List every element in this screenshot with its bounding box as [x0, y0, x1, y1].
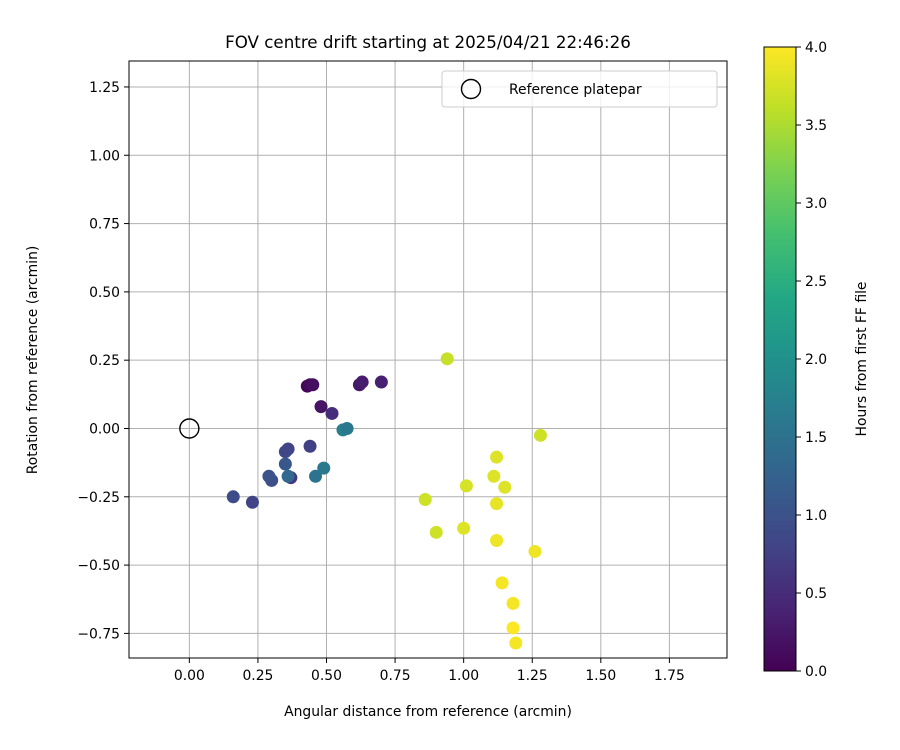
data-point [306, 378, 320, 392]
data-point [490, 450, 504, 464]
reference-platepar-marker [179, 418, 200, 439]
y-tick-label: 1.00 [89, 148, 120, 164]
y-tick-label: 0.25 [89, 353, 120, 369]
legend-box [441, 70, 718, 108]
y-axis-ticks: −0.75 −0.50 −0.25 0.00 0.25 0.50 0.75 1.00 1.25 [77, 80, 129, 642]
data-point [317, 461, 331, 475]
colorbar-gradient [763, 46, 797, 672]
y-tick-label: −0.50 [77, 558, 120, 574]
y-tick-label: 0.75 [89, 217, 120, 233]
data-point [490, 497, 504, 511]
colorbar-tick-label: 0.0 [805, 664, 827, 680]
data-point [355, 375, 369, 389]
x-tick-label: 1.50 [585, 668, 616, 684]
data-point [262, 469, 276, 483]
colorbar-tick-label: 3.0 [805, 196, 827, 212]
legend: Reference platepar [441, 70, 718, 108]
reference-marker-layer [179, 418, 200, 439]
x-tick-label: 1.00 [448, 668, 479, 684]
data-point [506, 596, 520, 610]
y-tick-label: 0.00 [89, 421, 120, 437]
colorbar-tick-label: 2.0 [805, 352, 827, 368]
colorbar-tick-label: 1.0 [805, 508, 827, 524]
y-tick-label: 0.50 [89, 285, 120, 301]
data-point [459, 479, 473, 493]
data-point [340, 421, 354, 435]
y-tick-label: −0.75 [77, 626, 120, 642]
colorbar-tick-label: 4.0 [805, 40, 827, 56]
x-tick-label: 1.75 [654, 668, 685, 684]
data-point [226, 490, 240, 504]
data-point [309, 469, 323, 483]
data-points [226, 352, 547, 650]
data-point [278, 445, 292, 459]
data-point [429, 525, 443, 539]
data-point [281, 469, 295, 483]
x-tick-label: 0.25 [242, 668, 273, 684]
data-point [533, 428, 547, 442]
colorbar-tick-label: 0.5 [805, 586, 827, 602]
y-tick-label: −0.25 [77, 490, 120, 506]
colorbar-tick-label: 2.5 [805, 274, 827, 290]
plot-frame [128, 60, 728, 659]
legend-entry-reference: Reference platepar [509, 82, 642, 98]
chart-title: FOV centre drift starting at 2025/04/21 … [225, 32, 631, 52]
data-point [278, 457, 292, 471]
x-tick-label: 0.50 [311, 668, 342, 684]
data-point [509, 636, 523, 650]
data-point [303, 439, 317, 453]
y-tick-label: 1.25 [89, 80, 120, 96]
data-point [418, 493, 432, 507]
data-point [440, 352, 454, 366]
data-point [325, 406, 339, 420]
data-point [490, 534, 504, 548]
x-axis-label: Angular distance from reference (arcmin) [284, 704, 572, 720]
data-point [457, 521, 471, 535]
x-axis-ticks: 0.00 0.25 0.50 0.75 1.00 1.25 1.50 1.75 [174, 658, 685, 684]
data-point [528, 544, 542, 558]
grid [129, 61, 727, 658]
legend-marker-icon [460, 78, 482, 100]
y-axis-label: Rotation from reference (arcmin) [25, 246, 41, 475]
colorbar-label: Hours from first FF file [854, 282, 870, 437]
data-point [506, 621, 520, 635]
data-point [245, 495, 259, 509]
data-point [498, 480, 512, 494]
colorbar-ticks: 0.0 0.5 1.0 1.5 2.0 2.5 3.0 3.5 4.0 [796, 40, 827, 680]
data-point [495, 576, 509, 590]
data-point [374, 375, 388, 389]
data-point [487, 469, 501, 483]
colorbar-tick-label: 1.5 [805, 430, 827, 446]
x-tick-label: 0.00 [174, 668, 205, 684]
x-tick-label: 1.25 [517, 668, 548, 684]
data-point [314, 400, 328, 414]
colorbar-tick-label: 3.5 [805, 118, 827, 134]
x-tick-label: 0.75 [380, 668, 411, 684]
colorbar: 0.0 0.5 1.0 1.5 2.0 2.5 3.0 3.5 4.0 Hours from f… [763, 40, 870, 680]
